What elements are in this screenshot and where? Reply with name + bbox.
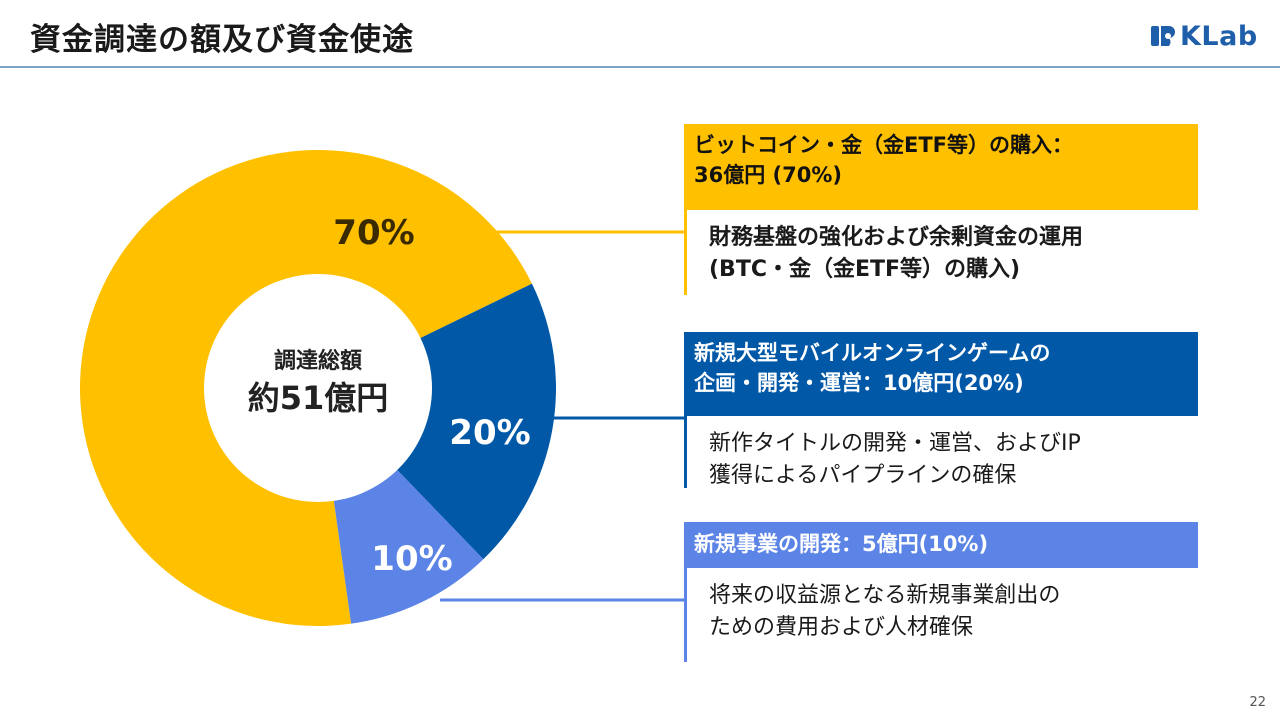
donut-center-label: 調達総額 [274,348,362,374]
callout-heading-line: 36億円 (70%) [694,163,842,187]
slice-percent-label: 70% [333,213,414,253]
detail-line: (BTC・金（金ETF等）の購入) [709,257,1021,282]
callout-heading-line: 企画・開発・運営：10億円(20%) [694,371,1024,395]
detail-crypto-gold: 財務基盤の強化および余剰資金の運用 (BTC・金（金ETF等）の購入) [684,210,1184,295]
donut-slice [318,283,556,560]
detail-line: 獲得によるパイプラインの確保 [709,463,1017,488]
logo-text: KLab [1180,20,1258,52]
klab-logo-icon [1151,26,1175,46]
slice-percent-label: 10% [371,539,452,579]
slice-percent-label: 20% [449,413,530,453]
detail-line: ための費用および人材確保 [709,615,974,640]
callout-heading-line: ビットコイン・金（金ETF等）の購入： [694,133,1074,157]
title-divider [0,66,1280,68]
donut-hole [204,274,432,502]
callout-crypto-gold: ビットコイン・金（金ETF等）の購入： 36億円 (70%) [684,124,1198,210]
detail-mobile-game: 新作タイトルの開発・運営、およびIP 獲得によるパイプラインの確保 [684,416,1184,488]
detail-line: 財務基盤の強化および余剰資金の運用 [709,225,1084,250]
detail-line: 将来の収益源となる新規事業創出の [709,583,1061,608]
donut-center-value: 約51億円 [248,379,389,417]
klab-logo: KLab [1150,20,1258,52]
callout-heading-line: 新規大型モバイルオンラインゲームの [694,341,1051,365]
callout-mobile-game: 新規大型モバイルオンラインゲームの 企画・開発・運営：10億円(20%) [684,332,1198,416]
detail-new-business: 将来の収益源となる新規事業創出の ための費用および人材確保 [684,568,1184,662]
detail-line: 新作タイトルの開発・運営、およびIP [709,431,1081,456]
page-title: 資金調達の額及び資金使途 [30,22,414,58]
callout-heading-line: 新規事業の開発：5億円(10%) [694,532,989,556]
page-number: 22 [1249,695,1266,710]
callout-new-business: 新規事業の開発：5億円(10%) [684,522,1198,568]
